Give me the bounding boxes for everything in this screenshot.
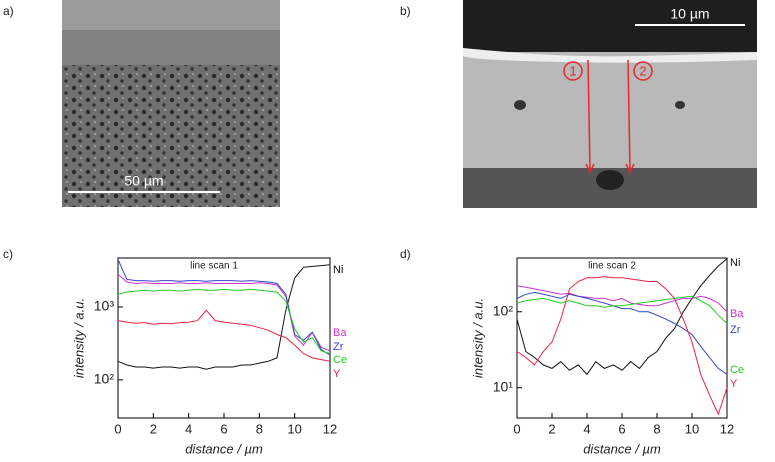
series-line bbox=[516, 295, 728, 324]
y-tick-label: 10¹ bbox=[493, 378, 514, 394]
x-axis-title: distance / µm bbox=[185, 441, 263, 456]
series-line bbox=[117, 309, 331, 362]
legend-label: Ni bbox=[730, 257, 740, 269]
sem-image-b bbox=[463, 0, 757, 208]
scan-arrows bbox=[563, 59, 653, 174]
panel-label: c) bbox=[3, 247, 13, 261]
scan-marker: 2 bbox=[639, 63, 646, 78]
y-axis-title: intensity / a.u. bbox=[470, 298, 485, 378]
scan-marker: 1 bbox=[569, 63, 576, 78]
x-tick-label: 4 bbox=[185, 421, 192, 436]
plot-frame bbox=[516, 257, 728, 419]
panel-label: a) bbox=[3, 4, 14, 18]
y-tick-label: 10² bbox=[94, 371, 115, 387]
x-tick-label: 10 bbox=[287, 421, 301, 436]
series-line bbox=[117, 288, 331, 354]
panel-label: d) bbox=[400, 247, 411, 261]
y-tick-label: 10² bbox=[493, 302, 514, 318]
y-tick-label: 10³ bbox=[94, 298, 115, 314]
x-tick-label: 10 bbox=[685, 421, 699, 436]
legend-label: Zr bbox=[333, 341, 344, 353]
legend-label: Ni bbox=[333, 264, 343, 276]
x-tick-label: 0 bbox=[513, 421, 520, 436]
x-tick-label: 6 bbox=[220, 421, 227, 436]
series-line bbox=[516, 291, 728, 375]
series-line bbox=[516, 258, 728, 376]
x-tick-label: 0 bbox=[114, 421, 121, 436]
x-tick-label: 12 bbox=[720, 421, 734, 436]
chart-title: line scan 2 bbox=[588, 261, 636, 272]
legend-label: Zr bbox=[730, 324, 741, 336]
series-line bbox=[117, 259, 331, 356]
x-tick-label: 8 bbox=[256, 421, 263, 436]
chart-title: line scan 1 bbox=[190, 261, 238, 272]
x-tick-label: 4 bbox=[583, 421, 590, 436]
legend-label: Y bbox=[730, 378, 738, 390]
x-tick-label: 2 bbox=[150, 421, 157, 436]
series-line bbox=[117, 264, 331, 370]
x-axis-title: distance / µm bbox=[583, 441, 661, 456]
legend-label: Ba bbox=[333, 327, 347, 339]
x-tick-label: 6 bbox=[618, 421, 625, 436]
panel-label: b) bbox=[400, 4, 411, 18]
legend-label: Y bbox=[333, 368, 341, 380]
legend-label: Ce bbox=[333, 354, 347, 366]
legend-label: Ce bbox=[730, 364, 744, 376]
sem-image-a bbox=[62, 0, 280, 207]
x-tick-label: 12 bbox=[323, 421, 337, 436]
plot-frame bbox=[117, 257, 331, 419]
series-line bbox=[516, 276, 728, 416]
x-tick-label: 2 bbox=[548, 421, 555, 436]
y-axis-title: intensity / a.u. bbox=[71, 298, 86, 378]
scale-label: 50 µm bbox=[124, 173, 163, 189]
legend-label: Ba bbox=[730, 308, 744, 320]
series-line bbox=[117, 274, 331, 352]
x-tick-label: 8 bbox=[653, 421, 660, 436]
series-line bbox=[516, 285, 728, 313]
scale-label: 10 µm bbox=[670, 6, 709, 22]
